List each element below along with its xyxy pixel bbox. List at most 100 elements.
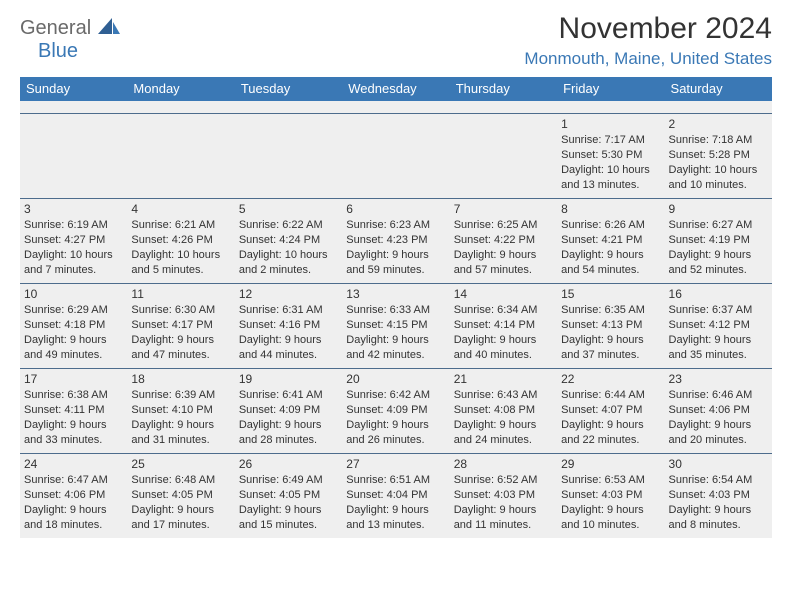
day-info-line: and 15 minutes.: [239, 518, 338, 533]
day-number: 10: [24, 286, 123, 302]
day-number: 29: [561, 456, 660, 472]
day-cell: 14Sunrise: 6:34 AMSunset: 4:14 PMDayligh…: [450, 284, 557, 368]
day-info-line: and 44 minutes.: [239, 348, 338, 363]
day-info-line: Sunrise: 7:18 AM: [669, 133, 768, 148]
day-cell: 23Sunrise: 6:46 AMSunset: 4:06 PMDayligh…: [665, 369, 772, 453]
day-cell: 18Sunrise: 6:39 AMSunset: 4:10 PMDayligh…: [127, 369, 234, 453]
weeks-container: 1Sunrise: 7:17 AMSunset: 5:30 PMDaylight…: [20, 113, 772, 538]
day-info-line: Daylight: 9 hours: [454, 418, 553, 433]
day-info-line: Sunrise: 6:31 AM: [239, 303, 338, 318]
day-info-line: and 59 minutes.: [346, 263, 445, 278]
day-number: 24: [24, 456, 123, 472]
day-cell: 6Sunrise: 6:23 AMSunset: 4:23 PMDaylight…: [342, 199, 449, 283]
day-info-line: Sunrise: 6:54 AM: [669, 473, 768, 488]
day-info-line: Sunset: 4:05 PM: [239, 488, 338, 503]
day-info-line: Sunset: 4:05 PM: [131, 488, 230, 503]
day-info-line: Sunset: 4:16 PM: [239, 318, 338, 333]
day-info-line: Sunset: 4:12 PM: [669, 318, 768, 333]
header-spacer: [20, 101, 772, 113]
weekday-header: Sunday: [20, 77, 127, 101]
day-info-line: Daylight: 9 hours: [131, 503, 230, 518]
day-info-line: Sunset: 4:22 PM: [454, 233, 553, 248]
weekday-header: Tuesday: [235, 77, 342, 101]
day-cell: 30Sunrise: 6:54 AMSunset: 4:03 PMDayligh…: [665, 454, 772, 538]
day-info-line: Daylight: 9 hours: [669, 248, 768, 263]
day-info-line: Daylight: 9 hours: [24, 333, 123, 348]
day-info-line: Daylight: 9 hours: [346, 248, 445, 263]
location-subtitle: Monmouth, Maine, United States: [524, 49, 772, 69]
day-info-line: Daylight: 9 hours: [561, 503, 660, 518]
day-info-line: Sunrise: 6:27 AM: [669, 218, 768, 233]
day-info-line: and 22 minutes.: [561, 433, 660, 448]
day-info-line: Daylight: 10 hours: [24, 248, 123, 263]
day-info-line: Sunrise: 6:30 AM: [131, 303, 230, 318]
day-info-line: and 52 minutes.: [669, 263, 768, 278]
day-cell: 24Sunrise: 6:47 AMSunset: 4:06 PMDayligh…: [20, 454, 127, 538]
day-cell-empty: [235, 114, 342, 198]
day-number: 14: [454, 286, 553, 302]
calendar-grid: SundayMondayTuesdayWednesdayThursdayFrid…: [20, 77, 772, 538]
day-cell-empty: [450, 114, 557, 198]
day-cell: 13Sunrise: 6:33 AMSunset: 4:15 PMDayligh…: [342, 284, 449, 368]
sail-icon: [98, 18, 120, 41]
day-info-line: and 24 minutes.: [454, 433, 553, 448]
day-info-line: and 2 minutes.: [239, 263, 338, 278]
day-info-line: Sunrise: 6:46 AM: [669, 388, 768, 403]
day-number: 12: [239, 286, 338, 302]
day-info-line: Daylight: 9 hours: [669, 503, 768, 518]
day-cell: 2Sunrise: 7:18 AMSunset: 5:28 PMDaylight…: [665, 114, 772, 198]
day-number: 1: [561, 116, 660, 132]
day-number: 21: [454, 371, 553, 387]
day-info-line: Daylight: 10 hours: [669, 163, 768, 178]
day-info-line: and 20 minutes.: [669, 433, 768, 448]
day-info-line: Daylight: 9 hours: [346, 418, 445, 433]
day-info-line: Sunset: 4:15 PM: [346, 318, 445, 333]
day-info-line: and 31 minutes.: [131, 433, 230, 448]
day-info-line: Sunset: 4:27 PM: [24, 233, 123, 248]
day-info-line: Sunrise: 6:22 AM: [239, 218, 338, 233]
day-info-line: Sunset: 4:18 PM: [24, 318, 123, 333]
day-cell: 4Sunrise: 6:21 AMSunset: 4:26 PMDaylight…: [127, 199, 234, 283]
day-cell: 28Sunrise: 6:52 AMSunset: 4:03 PMDayligh…: [450, 454, 557, 538]
day-info-line: Daylight: 9 hours: [131, 333, 230, 348]
day-cell: 1Sunrise: 7:17 AMSunset: 5:30 PMDaylight…: [557, 114, 664, 198]
day-info-line: Sunrise: 6:38 AM: [24, 388, 123, 403]
day-cell-empty: [127, 114, 234, 198]
day-cell: 21Sunrise: 6:43 AMSunset: 4:08 PMDayligh…: [450, 369, 557, 453]
week-row: 10Sunrise: 6:29 AMSunset: 4:18 PMDayligh…: [20, 283, 772, 368]
day-info-line: Sunset: 4:06 PM: [24, 488, 123, 503]
day-cell: 8Sunrise: 6:26 AMSunset: 4:21 PMDaylight…: [557, 199, 664, 283]
day-info-line: Daylight: 9 hours: [454, 248, 553, 263]
day-info-line: Daylight: 10 hours: [239, 248, 338, 263]
day-info-line: Sunset: 4:14 PM: [454, 318, 553, 333]
day-info-line: Daylight: 9 hours: [669, 418, 768, 433]
day-cell: 17Sunrise: 6:38 AMSunset: 4:11 PMDayligh…: [20, 369, 127, 453]
day-cell: 22Sunrise: 6:44 AMSunset: 4:07 PMDayligh…: [557, 369, 664, 453]
day-info-line: Sunrise: 6:23 AM: [346, 218, 445, 233]
page-title: November 2024: [524, 12, 772, 45]
day-cell: 10Sunrise: 6:29 AMSunset: 4:18 PMDayligh…: [20, 284, 127, 368]
week-row: 1Sunrise: 7:17 AMSunset: 5:30 PMDaylight…: [20, 113, 772, 198]
day-number: 5: [239, 201, 338, 217]
weekday-header: Monday: [127, 77, 234, 101]
day-number: 23: [669, 371, 768, 387]
day-info-line: Sunrise: 6:43 AM: [454, 388, 553, 403]
day-info-line: Sunrise: 6:42 AM: [346, 388, 445, 403]
day-number: 8: [561, 201, 660, 217]
day-info-line: Sunset: 5:30 PM: [561, 148, 660, 163]
day-number: 9: [669, 201, 768, 217]
day-info-line: Daylight: 9 hours: [561, 248, 660, 263]
day-info-line: Daylight: 9 hours: [24, 418, 123, 433]
day-info-line: and 17 minutes.: [131, 518, 230, 533]
day-info-line: Sunrise: 6:48 AM: [131, 473, 230, 488]
day-info-line: Sunrise: 6:26 AM: [561, 218, 660, 233]
brand-bottom: Blue: [38, 41, 120, 61]
day-info-line: Sunrise: 6:52 AM: [454, 473, 553, 488]
day-info-line: Sunrise: 6:34 AM: [454, 303, 553, 318]
week-row: 3Sunrise: 6:19 AMSunset: 4:27 PMDaylight…: [20, 198, 772, 283]
day-info-line: and 5 minutes.: [131, 263, 230, 278]
day-number: 30: [669, 456, 768, 472]
day-info-line: Sunset: 4:03 PM: [669, 488, 768, 503]
day-cell: 27Sunrise: 6:51 AMSunset: 4:04 PMDayligh…: [342, 454, 449, 538]
day-info-line: and 11 minutes.: [454, 518, 553, 533]
